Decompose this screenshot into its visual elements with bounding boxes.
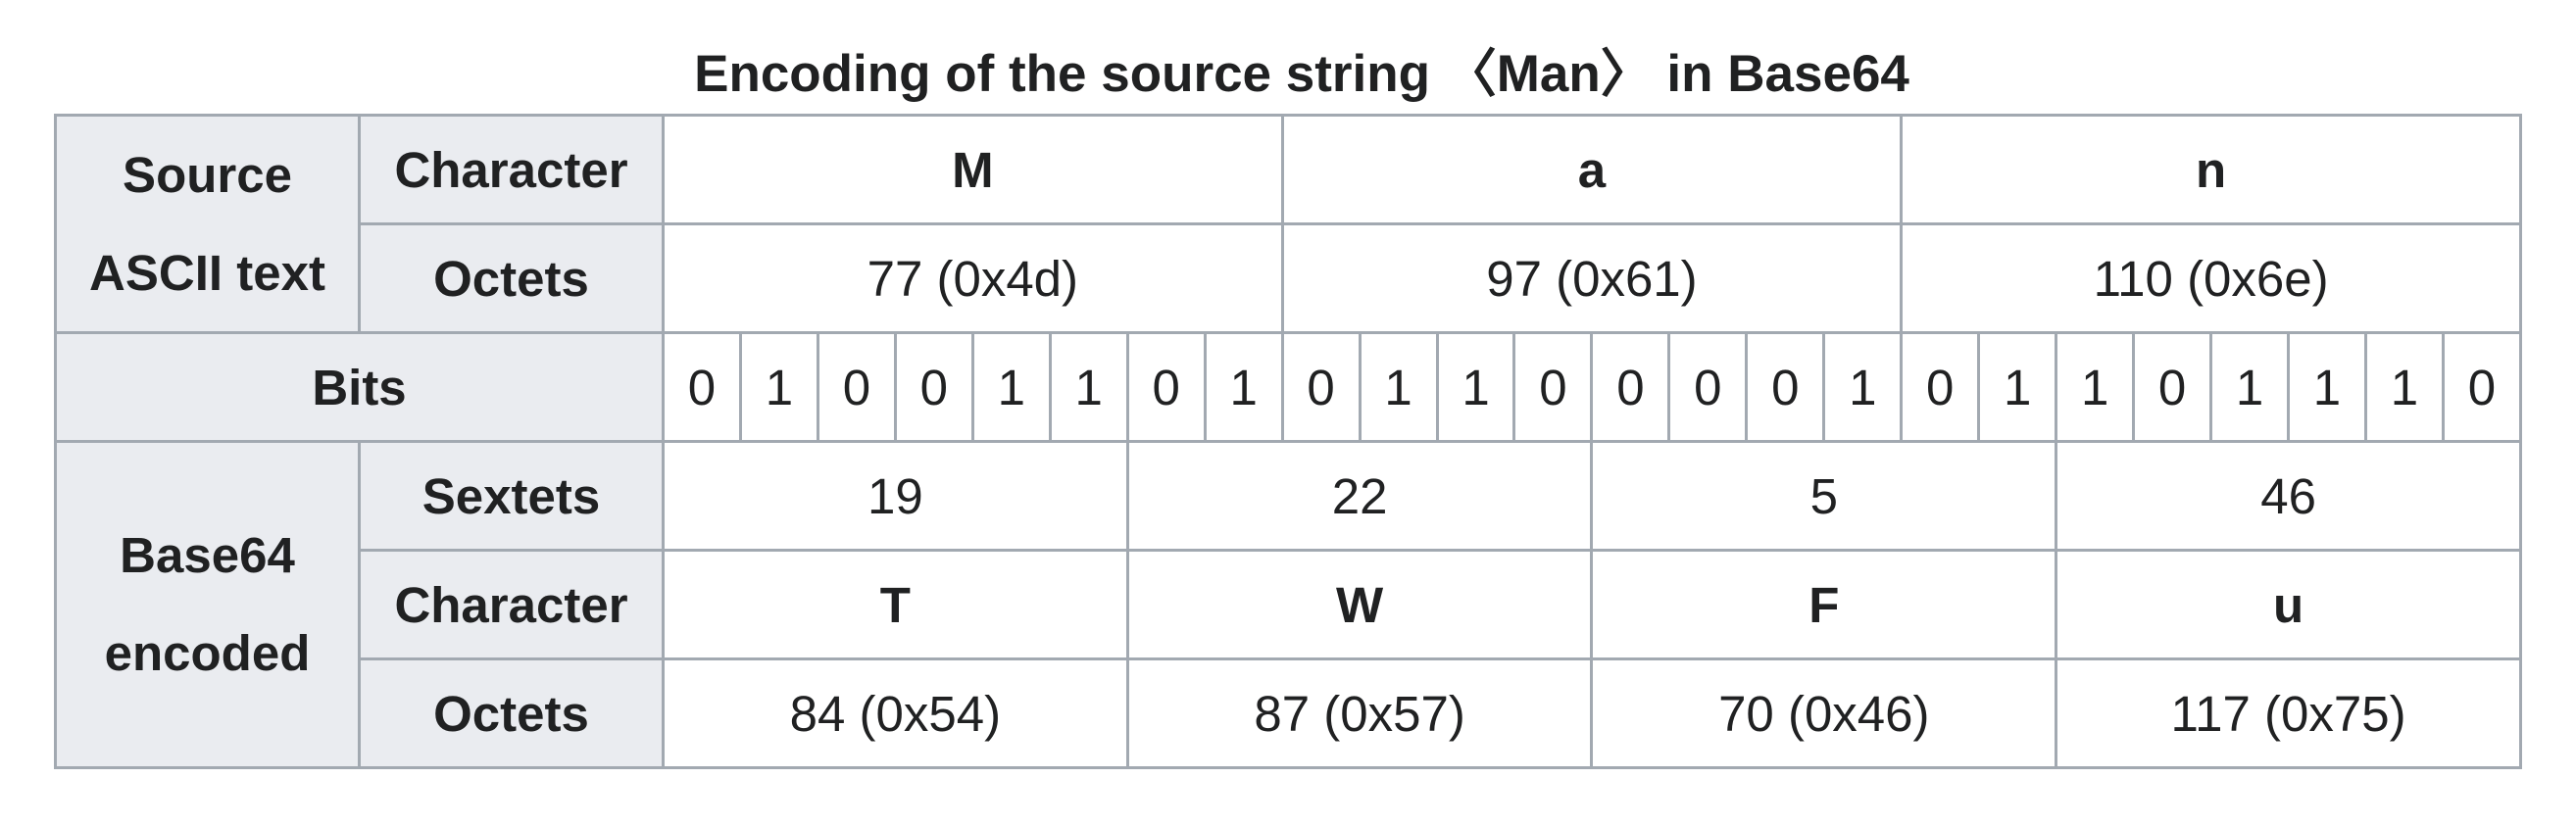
sextet-cell: 46 [2055,440,2522,552]
bit-cell: 1 [1435,331,1516,443]
table-row-source-character: Source ASCII text Character M a n [54,114,2522,334]
source-group-label-line2: ASCII text [89,244,325,301]
source-character-cell: M [662,114,1284,225]
bit-cell: 0 [1667,331,1749,443]
bit-cell: 0 [1745,331,1826,443]
encoded-octets-header: Octets [358,657,665,769]
encoded-group-label-line2: encoded [104,625,311,681]
bit-cell: 0 [2441,331,2523,443]
bit-cell: 1 [1048,331,1129,443]
bits-header: Bits [54,331,665,443]
bit-cell: 0 [1512,331,1594,443]
encoding-table-container: Encoding of the source string 〈Man〉 in B… [54,37,2523,769]
bit-cell: 0 [1900,331,1981,443]
bit-cell: 1 [1977,331,2058,443]
base64-encoding-table: Source ASCII text Character M a n Octets … [54,114,2523,769]
bit-cell: 1 [1203,331,1284,443]
table-row-sextets: Base64 encoded Sextets 19 22 5 46 [54,440,2522,769]
bit-cell: 1 [970,331,1052,443]
sextet-cell: 19 [662,440,1129,552]
source-group-header: Source ASCII text [54,114,361,334]
table-row-source-octets: Octets 77 (0x4d) 97 (0x61) 110 (0x6e) [56,222,2522,334]
bit-cell: 1 [2209,331,2291,443]
bit-cell: 0 [893,331,974,443]
encoded-character-header: Character [358,549,665,660]
source-character-cell: a [1280,114,1904,225]
encoded-octet-cell: 84 (0x54) [662,657,1129,769]
bit-cell: 0 [2132,331,2213,443]
encoded-character-cell: F [1590,549,2058,660]
bit-cell: 1 [2055,331,2136,443]
encoded-octet-cell: 117 (0x75) [2055,657,2522,769]
source-octet-cell: 110 (0x6e) [1900,222,2522,334]
sextets-header: Sextets [358,440,665,552]
bit-cell: 0 [816,331,897,443]
bit-cell: 0 [1125,331,1207,443]
encoded-group-label-line1: Base64 [120,527,295,583]
bit-cell: 1 [738,331,819,443]
source-character-cell: n [1900,114,2522,225]
bit-cell: 1 [1822,331,1904,443]
source-octet-cell: 77 (0x4d) [662,222,1284,334]
source-octets-header: Octets [358,222,665,334]
bit-cell: 0 [662,331,742,443]
source-character-header: Character [358,114,665,225]
table-caption: Encoding of the source string 〈Man〉 in B… [694,45,1909,103]
encoded-character-cell: u [2055,549,2522,660]
source-octet-cell: 97 (0x61) [1280,222,1904,334]
source-group-label-line1: Source [123,146,292,203]
bit-cell: 0 [1280,331,1362,443]
encoded-group-header: Base64 encoded [54,440,361,769]
sextet-cell: 5 [1590,440,2058,552]
table-row-bits: Bits 0 1 0 0 1 1 0 1 0 1 1 0 0 0 0 1 0 1… [54,331,2523,443]
bit-cell: 1 [2363,331,2445,443]
table-row-encoded-character: Character T W F u [56,549,2522,660]
encoded-character-cell: T [662,549,1129,660]
bit-cell: 1 [2287,331,2367,443]
encoded-octet-cell: 70 (0x46) [1590,657,2058,769]
bit-cell: 1 [1358,331,1439,443]
sextet-cell: 22 [1125,440,1594,552]
encoded-octet-cell: 87 (0x57) [1125,657,1594,769]
encoded-character-cell: W [1125,549,1594,660]
bit-cell: 0 [1590,331,1671,443]
table-row-encoded-octets: Octets 84 (0x54) 87 (0x57) 70 (0x46) 117… [56,657,2522,769]
